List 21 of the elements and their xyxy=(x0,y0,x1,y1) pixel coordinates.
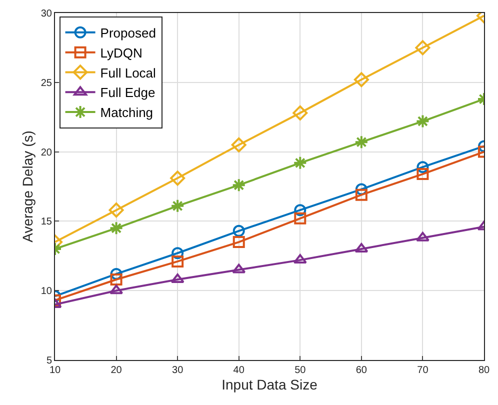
legend-label: Full Local xyxy=(100,65,156,80)
y-tick-label: 30 xyxy=(40,8,52,20)
x-tick-label: 70 xyxy=(417,365,429,376)
legend-label: Full Edge xyxy=(100,85,156,100)
x-tick-label: 60 xyxy=(356,365,368,376)
x-tick-label: 30 xyxy=(172,365,184,376)
y-axis-title: Average Delay (s) xyxy=(19,130,36,242)
x-tick-label: 10 xyxy=(49,365,61,376)
y-tick-label: 20 xyxy=(40,147,52,158)
x-axis-title: Input Data Size xyxy=(222,376,318,392)
y-tick-label: 15 xyxy=(40,216,52,228)
y-tick-label: 25 xyxy=(40,78,52,89)
legend-label: LyDQN xyxy=(100,45,142,60)
x-tick-label: 40 xyxy=(233,365,245,376)
x-tick-label: 80 xyxy=(478,365,490,376)
y-tick-label: 10 xyxy=(40,286,52,298)
y-tick-label: 5 xyxy=(46,356,52,366)
x-tick-label: 20 xyxy=(110,365,122,376)
legend-label: Proposed xyxy=(100,25,156,40)
legend-label: Matching xyxy=(100,105,154,120)
x-tick-label: 50 xyxy=(294,365,306,376)
